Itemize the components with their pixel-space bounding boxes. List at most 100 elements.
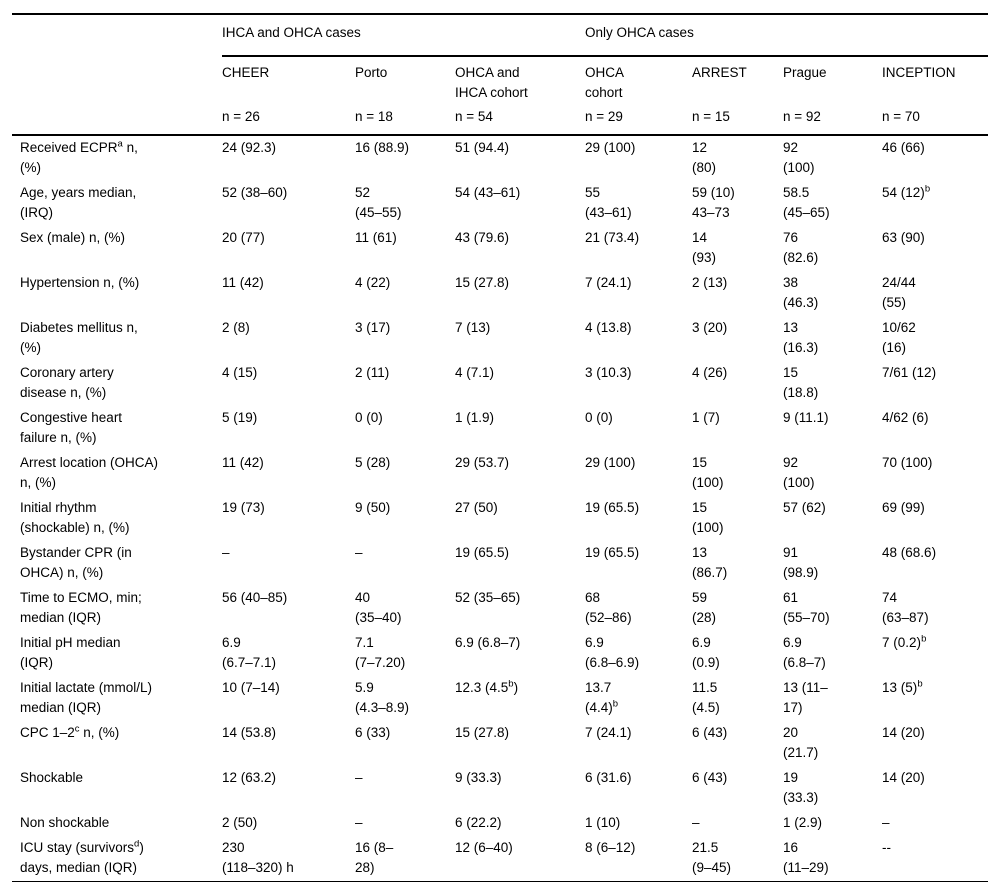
data-cell: 1 (2.9) — [783, 815, 823, 830]
row-label: Initial lactate (mmol/L) median (IQR) — [20, 680, 153, 715]
data-cell: 9 (50) — [355, 500, 391, 515]
data-cell: 24/44 (55) — [882, 275, 916, 310]
table-row: Time to ECMO, min; median (IQR) 56 (40–85)… — [12, 586, 988, 631]
data-cell: 6 (31.6) — [585, 770, 632, 785]
table-row: Congestive heart failure n, (%) 5 (19) 0 (0… — [12, 406, 988, 451]
group-header-only-ohca: Only OHCA cases — [585, 14, 989, 57]
row-label: Time to ECMO, min; median (IQR) — [20, 590, 142, 625]
data-cell: 40 (35–40) — [355, 590, 402, 625]
data-cell: – — [355, 815, 363, 830]
data-cell: 7 (24.1) — [585, 275, 632, 290]
data-cell: 14 (20) — [882, 770, 925, 785]
table-row: Age, years median, (IRQ) 52 (38–60) 52 (45–5… — [12, 181, 988, 226]
n-value: n = 54 — [455, 105, 586, 136]
row-label: Hypertension n, (%) — [20, 275, 140, 290]
data-cell: – — [692, 815, 700, 830]
row-label: Received ECPRa n, (%) — [20, 138, 138, 175]
table-row: Bystander CPR (in OHCA) n, (%) – – 19 (65.5)… — [12, 541, 988, 586]
data-cell: 56 (40–85) — [222, 590, 288, 605]
table-row: Initial lactate (mmol/L) median (IQR) 10 (… — [12, 676, 988, 721]
data-cell: 15 (100) — [692, 455, 724, 490]
data-cell: 3 (10.3) — [585, 365, 632, 380]
data-cell: 21 (73.4) — [585, 230, 640, 245]
column-header-inception: INCEPTION — [882, 65, 956, 80]
data-cell: 63 (90) — [882, 230, 925, 245]
data-cell: 10/62 (16) — [882, 320, 916, 355]
data-cell: 4 (26) — [692, 365, 728, 380]
data-cell: 7 (24.1) — [585, 725, 632, 740]
data-cell: 3 (17) — [355, 320, 391, 335]
column-header-ohca-ihca-cohort: OHCA and IHCA cohort — [455, 65, 528, 100]
data-cell: 58.5 (45–65) — [783, 185, 830, 220]
row-label: Coronary artery disease n, (%) — [20, 365, 114, 400]
cohort-comparison-table: IHCA and OHCA cases Only OHCA cases CHEE… — [12, 13, 989, 882]
table-row: Hypertension n, (%) 11 (42) 4 (22) 15 (27.8… — [12, 271, 988, 316]
data-cell: 54 (43–61) — [455, 185, 521, 200]
data-cell: 74 (63–87) — [882, 590, 929, 625]
data-cell: 38 (46.3) — [783, 275, 819, 310]
data-cell: 6 (43) — [692, 725, 728, 740]
data-cell: – — [882, 815, 890, 830]
row-label: Arrest location (OHCA) n, (%) — [20, 455, 159, 490]
data-cell: 0 (0) — [355, 410, 383, 425]
data-cell: 4 (7.1) — [455, 365, 495, 380]
data-cell: 21.5 (9–45) — [692, 840, 732, 875]
data-cell: 59 (28) — [692, 590, 717, 625]
corner-cell — [12, 14, 222, 56]
data-cell: 19 (33.3) — [783, 770, 819, 805]
data-cell: 9 (11.1) — [783, 410, 829, 425]
data-cell: 15 (18.8) — [783, 365, 819, 400]
data-cell: 8 (6–12) — [585, 840, 636, 855]
data-cell: 43 (79.6) — [455, 230, 510, 245]
n-value: n = 29 — [585, 105, 693, 136]
data-cell: 13 (5)b — [882, 678, 923, 695]
data-cell: 6.9 (0.9) — [692, 635, 720, 670]
data-cell: 6.9 (6.8–7) — [783, 635, 826, 670]
data-cell: 1 (1.9) — [455, 410, 495, 425]
data-cell: 6 (22.2) — [455, 815, 502, 830]
row-label: Bystander CPR (in OHCA) n, (%) — [20, 545, 132, 580]
column-header-arrest: ARREST — [692, 65, 747, 80]
data-cell: 15 (27.8) — [455, 725, 510, 740]
data-cell: 6.9 (6.8–7) — [455, 635, 521, 650]
data-cell: 11.5 (4.5) — [692, 680, 720, 715]
n-value: n = 26 — [222, 105, 355, 136]
data-cell: 2 (8) — [222, 320, 250, 335]
data-cell: 59 (10) 43–73 — [692, 185, 735, 220]
data-cell: -- — [882, 840, 892, 855]
column-header-porto: Porto — [355, 65, 388, 80]
data-cell: 2 (13) — [692, 275, 728, 290]
data-cell: 29 (100) — [585, 140, 636, 155]
data-cell: 19 (65.5) — [585, 500, 640, 515]
sample-size-row: n = 26 n = 18 n = 54 n = 29 n = 15 n = 9… — [12, 105, 989, 136]
data-cell: 19 (65.5) — [455, 545, 510, 560]
corner-cell — [12, 105, 222, 136]
corner-cell — [12, 56, 222, 105]
data-cell: 55 (43–61) — [585, 185, 632, 220]
table-row: Coronary artery disease n, (%) 4 (15) 2 (11… — [12, 361, 988, 406]
data-cell: 57 (62) — [783, 500, 826, 515]
data-cell: 16 (88.9) — [355, 140, 410, 155]
data-cell: 7 (13) — [455, 320, 491, 335]
data-cell: 20 (21.7) — [783, 725, 819, 760]
row-label: Age, years median, (IRQ) — [20, 185, 137, 220]
data-cell: 15 (27.8) — [455, 275, 510, 290]
data-cell: 16 (11–29) — [783, 840, 829, 875]
data-cell: 12 (80) — [692, 140, 717, 175]
n-value: n = 70 — [882, 105, 989, 136]
data-cell: 7 (0.2)b — [882, 633, 927, 650]
column-header-prague: Prague — [783, 65, 827, 80]
data-cell: 4/62 (6) — [882, 410, 929, 425]
column-header-cheer: CHEER — [222, 65, 270, 80]
data-cell: 91 (98.9) — [783, 545, 819, 580]
data-cell: 3 (20) — [692, 320, 728, 335]
data-cell: 14 (53.8) — [222, 725, 277, 740]
table-row: Non shockable 2 (50) – 6 (22.2) 1 (10) – 1 (2.… — [12, 811, 988, 836]
data-cell: 68 (52–86) — [585, 590, 632, 625]
data-cell: 7/61 (12) — [882, 365, 937, 380]
n-value: n = 92 — [783, 105, 883, 136]
group-header-row: IHCA and OHCA cases Only OHCA cases — [12, 14, 989, 57]
data-cell: 46 (66) — [882, 140, 925, 155]
data-cell: 92 (100) — [783, 140, 815, 175]
data-cell: 6 (43) — [692, 770, 728, 785]
